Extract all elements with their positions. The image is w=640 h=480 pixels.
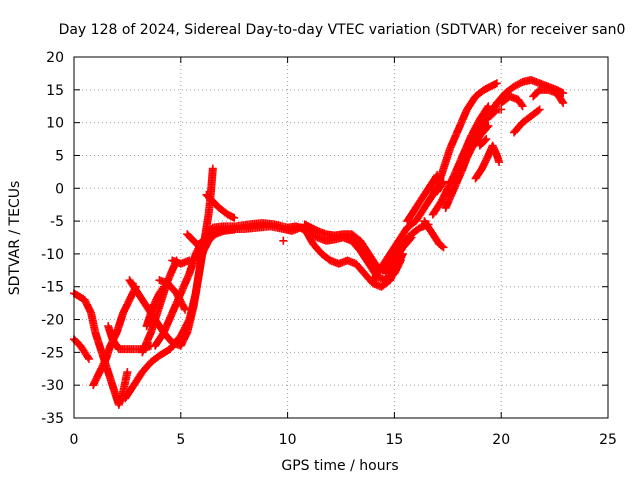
series-pass-18 xyxy=(381,220,433,278)
series-pass-28 xyxy=(529,85,568,107)
data-point-markers xyxy=(529,85,568,107)
series-pass-16 xyxy=(279,236,288,245)
series-pass-23 xyxy=(460,121,493,167)
series-pass-9 xyxy=(168,256,194,268)
data-point-markers xyxy=(70,335,93,363)
series-pass-30 xyxy=(433,177,448,196)
axis-ticks: 0 5 10 15 20 25 -35 -30 -25 -20 -15 -10 -5 0 5 10 15 20 xyxy=(41,50,617,448)
x-tick-label: 0 xyxy=(70,432,79,448)
x-tick-label: 20 xyxy=(492,432,510,448)
data-point-markers xyxy=(428,102,493,219)
y-tick-label: -30 xyxy=(41,378,64,394)
series-pass-26 xyxy=(497,92,527,111)
series-pass-14 xyxy=(202,190,239,222)
y-tick-label: -15 xyxy=(41,280,64,296)
x-tick-label: 10 xyxy=(279,432,297,448)
data-point-markers xyxy=(381,220,433,278)
y-axis-label: SDTVAR / TECUs xyxy=(7,181,23,296)
data-point-markers xyxy=(441,75,568,212)
plot-frame xyxy=(73,56,609,419)
series-pass-12 xyxy=(193,219,407,291)
data-point-markers xyxy=(183,230,205,252)
data-point-markers xyxy=(168,256,194,268)
series-pass-27 xyxy=(510,105,544,137)
series-pass-2 xyxy=(70,335,93,363)
data-point-markers xyxy=(403,171,442,226)
series-pass-21 xyxy=(428,102,493,219)
y-tick-label: 5 xyxy=(55,148,64,164)
series-pass-22 xyxy=(441,75,568,212)
y-tick-label: 15 xyxy=(46,83,64,99)
y-tick-label: -25 xyxy=(41,345,64,361)
data-point-markers xyxy=(202,190,239,222)
data-point-markers xyxy=(193,219,407,291)
y-tick-label: -10 xyxy=(41,247,64,263)
data-point-markers xyxy=(497,92,527,111)
series-pass-19 xyxy=(403,171,442,226)
data-point-markers xyxy=(471,141,504,183)
y-tick-label: 10 xyxy=(46,116,64,132)
x-tick-label: 5 xyxy=(176,432,185,448)
y-tick-label: 20 xyxy=(46,50,64,66)
series-pass-24 xyxy=(471,141,504,183)
x-tick-label: 25 xyxy=(599,432,617,448)
series-pass-29 xyxy=(475,135,491,150)
data-point-markers xyxy=(420,217,448,252)
data-point-markers xyxy=(433,177,448,196)
y-tick-label: 0 xyxy=(55,181,64,197)
chart-title: Day 128 of 2024, Sidereal Day-to-day VTE… xyxy=(59,22,626,38)
y-tick-label: -20 xyxy=(41,313,64,329)
data-point-markers xyxy=(510,105,544,137)
data-marks xyxy=(70,75,568,409)
data-point-markers xyxy=(460,121,493,167)
y-tick-label: -35 xyxy=(41,411,64,427)
x-axis-label: GPS time / hours xyxy=(281,458,398,474)
series-pass-20 xyxy=(420,217,448,252)
x-tick-label: 15 xyxy=(385,432,403,448)
series-pass-25 xyxy=(486,105,506,121)
data-point-markers xyxy=(486,105,506,121)
series-pass-17 xyxy=(369,79,501,285)
series-pass-15 xyxy=(183,230,205,252)
y-tick-label: -5 xyxy=(50,214,64,230)
data-point-markers xyxy=(475,135,491,150)
data-point-markers xyxy=(369,79,501,285)
data-point-markers xyxy=(279,236,288,245)
